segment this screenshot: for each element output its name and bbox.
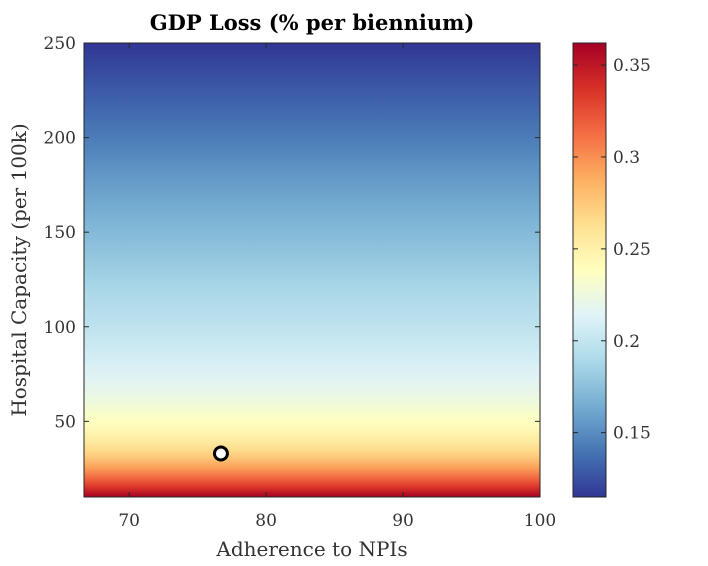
colorbar <box>572 42 607 498</box>
colorbar-tick-label: 0.25 <box>613 240 651 260</box>
colorbar-tick-label: 0.35 <box>613 56 651 76</box>
colorbar-axis: 0.15 0.2 0.25 0.3 0.35 <box>573 56 651 444</box>
y-tick-label: 100 <box>44 318 76 338</box>
y-tick-label: 150 <box>44 223 76 243</box>
y-axis: 50 100 150 200 250 <box>44 34 540 432</box>
colorbar-tick-label: 0.2 <box>613 332 640 352</box>
x-axis-label: Adherence to NPIs <box>215 537 407 561</box>
chart-title: GDP Loss (% per biennium) <box>150 10 475 35</box>
x-axis: 70 80 90 100 <box>118 43 556 531</box>
heatmap-surface <box>83 42 541 498</box>
colorbar-tick-label: 0.15 <box>613 424 651 444</box>
y-tick-label: 250 <box>44 34 76 54</box>
marker-layer <box>212 445 229 462</box>
x-tick-label: 70 <box>118 511 140 531</box>
highlight-marker <box>212 445 229 462</box>
x-tick-label: 100 <box>524 511 556 531</box>
colorbar-tick-label: 0.3 <box>613 148 640 168</box>
y-tick-label: 200 <box>44 129 76 149</box>
y-axis-label: Hospital Capacity (per 100k) <box>7 123 31 416</box>
x-tick-label: 80 <box>255 511 277 531</box>
y-tick-label: 50 <box>54 412 76 432</box>
x-tick-label: 90 <box>392 511 414 531</box>
